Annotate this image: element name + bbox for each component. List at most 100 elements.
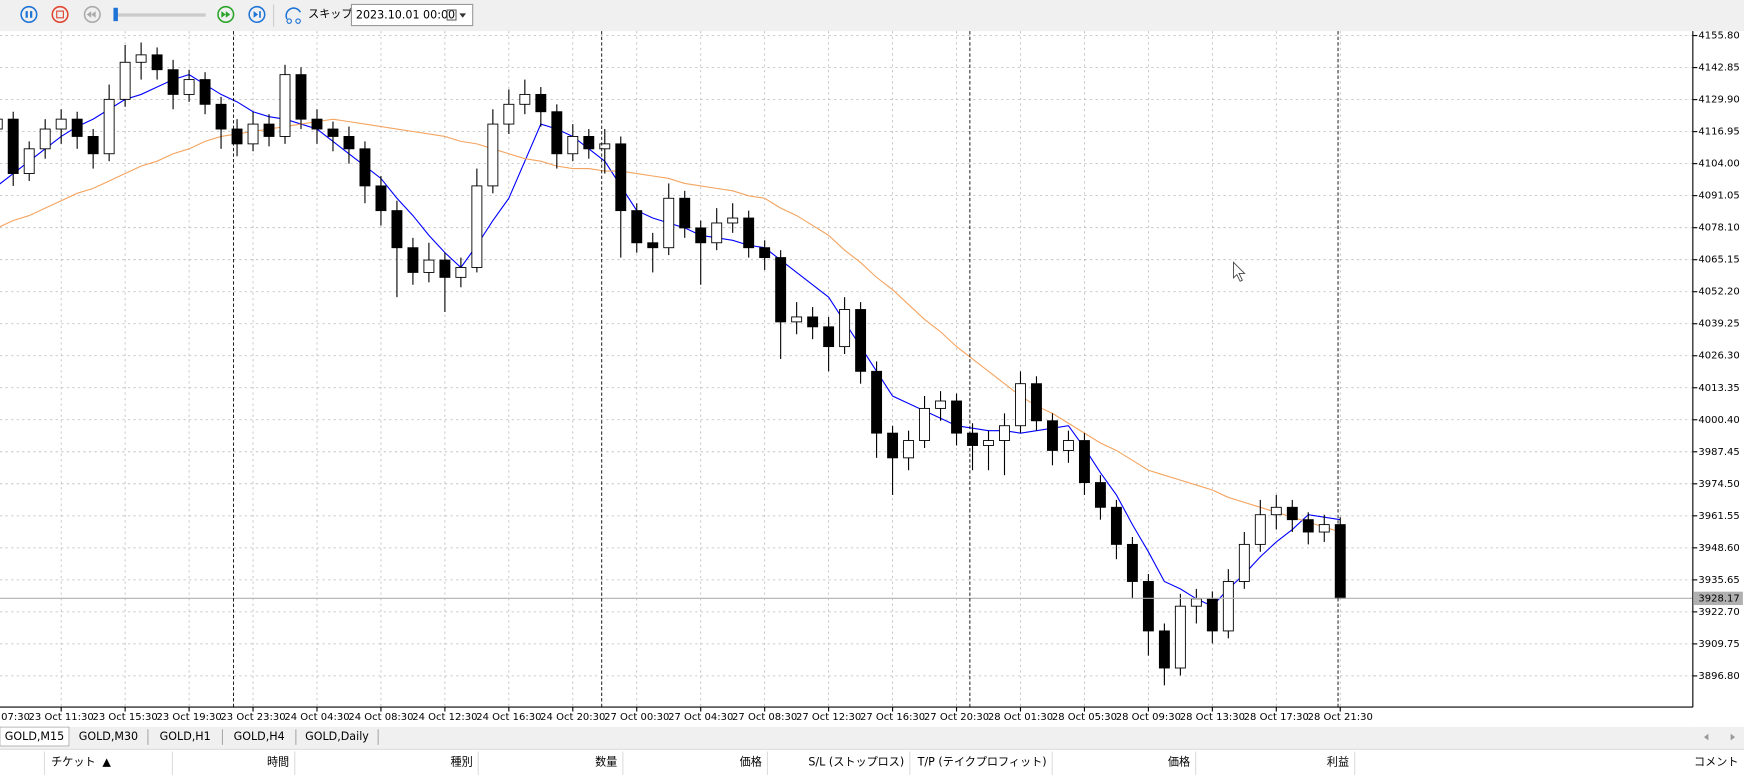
x-tick-label: 28 Oct 21:30 bbox=[1308, 712, 1373, 723]
time-axis-area bbox=[0, 707, 1693, 728]
x-tick-label: 23 Oct 11:30 bbox=[29, 712, 94, 723]
column-header[interactable]: 種別 bbox=[450, 755, 472, 769]
candle-body bbox=[1190, 598, 1202, 607]
price-axis-area bbox=[1692, 31, 1744, 728]
x-tick-label: 28 Oct 13:30 bbox=[1180, 712, 1245, 723]
candle-body bbox=[151, 54, 163, 71]
rewind-button[interactable] bbox=[83, 5, 101, 24]
candle-body bbox=[1318, 524, 1330, 533]
candle-body bbox=[711, 222, 723, 244]
candle-body bbox=[919, 407, 931, 441]
candle-body bbox=[55, 118, 67, 130]
column-header[interactable]: 利益 bbox=[1327, 755, 1349, 769]
candle-body bbox=[823, 326, 835, 348]
plot-area bbox=[0, 31, 1693, 708]
x-tick-label: 27 Oct 00:30 bbox=[604, 712, 669, 723]
candle-body bbox=[807, 316, 819, 328]
y-tick-label: 3961.55 bbox=[1698, 511, 1739, 522]
candle-body bbox=[327, 128, 339, 137]
candle-body bbox=[1254, 514, 1266, 545]
candle-body bbox=[1174, 605, 1186, 669]
candle-body bbox=[551, 111, 563, 155]
candle-body bbox=[135, 54, 147, 63]
last-price-label: 3928.17 bbox=[1698, 593, 1739, 604]
candle-body bbox=[199, 79, 211, 105]
skip-label: スキップ bbox=[308, 7, 352, 20]
x-tick-label: 24 Oct 08:30 bbox=[348, 712, 413, 723]
table-header: チケット 時間 種別 数量 価格 S/L (ストップロス) T/P (テイクプロフィット) 価… bbox=[0, 748, 1744, 776]
column-header[interactable]: S/L (ストップロス) bbox=[808, 756, 904, 769]
candle-body bbox=[631, 210, 643, 244]
candle-body bbox=[1142, 581, 1154, 632]
candle-body bbox=[23, 148, 35, 174]
active-tab-bg bbox=[0, 726, 70, 747]
candle-body bbox=[983, 440, 994, 446]
candle-body bbox=[471, 185, 483, 268]
candle-body bbox=[167, 69, 179, 95]
column-header[interactable]: 価格 bbox=[740, 755, 762, 769]
y-tick-label: 4026.30 bbox=[1698, 351, 1739, 362]
candle-body bbox=[599, 143, 611, 150]
pause-button[interactable] bbox=[20, 5, 38, 24]
speed-slider[interactable] bbox=[113, 7, 206, 22]
candle-body bbox=[279, 74, 291, 137]
candle-body bbox=[567, 136, 579, 155]
candle-body bbox=[1078, 440, 1090, 484]
candle-body bbox=[311, 118, 323, 130]
y-tick-label: 4000.40 bbox=[1698, 415, 1739, 426]
candle-body bbox=[727, 217, 739, 224]
fast-forward-button[interactable] bbox=[217, 5, 235, 24]
candle-body bbox=[263, 123, 275, 137]
candle-body bbox=[1158, 630, 1170, 669]
x-tick-label: 23 Oct 19:30 bbox=[156, 712, 221, 723]
x-tick-label: 23 Oct 23:30 bbox=[220, 712, 285, 723]
skip-button[interactable]: スキップ bbox=[285, 7, 353, 24]
candle-body bbox=[759, 247, 771, 259]
column-header[interactable]: 価格 bbox=[1168, 755, 1190, 769]
candle-body bbox=[375, 185, 387, 212]
x-tick-label: 28 Oct 17:30 bbox=[1244, 712, 1309, 723]
candle-body bbox=[1270, 506, 1282, 516]
candle-body bbox=[359, 148, 371, 187]
tab-label[interactable]: GOLD,H4 bbox=[234, 730, 285, 743]
tab-label[interactable]: GOLD,Daily bbox=[305, 730, 369, 743]
candle-body bbox=[407, 247, 419, 273]
y-tick-label: 4013.35 bbox=[1698, 383, 1739, 394]
stop-button[interactable] bbox=[51, 5, 69, 24]
column-header[interactable]: コメント bbox=[1694, 756, 1738, 769]
candle-body bbox=[1286, 506, 1298, 521]
candle-body bbox=[695, 227, 707, 244]
column-header[interactable]: T/P (テイクプロフィット) bbox=[917, 756, 1047, 769]
y-tick-label: 4155.80 bbox=[1698, 31, 1739, 42]
column-header[interactable]: 数量 bbox=[595, 756, 617, 769]
candle-body bbox=[775, 257, 787, 323]
candle-body bbox=[103, 98, 115, 155]
candle-body bbox=[1206, 598, 1218, 632]
tab-label[interactable]: GOLD,M30 bbox=[79, 730, 138, 743]
candle-body bbox=[487, 123, 499, 187]
candle-body bbox=[1015, 383, 1026, 427]
candle-body bbox=[967, 432, 978, 446]
tab-label[interactable]: GOLD,H1 bbox=[160, 730, 211, 743]
candle-body bbox=[1110, 506, 1122, 545]
step-button[interactable] bbox=[248, 5, 266, 24]
x-tick-label: 27 Oct 12:30 bbox=[796, 712, 861, 723]
date-input[interactable]: 2023.10.01 00:00 bbox=[350, 3, 474, 27]
candle-body bbox=[1031, 383, 1042, 422]
x-tick-label: 27 Oct 20:30 bbox=[924, 712, 989, 723]
y-tick-label: 3896.80 bbox=[1698, 671, 1739, 682]
candle-body bbox=[615, 143, 627, 212]
chart: 4155.80 4142.85 4129.90 4116.95 4104.00 4091.… bbox=[0, 31, 1743, 723]
candle-body bbox=[935, 400, 946, 409]
tab-label[interactable]: GOLD,M15 bbox=[5, 730, 64, 743]
candle-body bbox=[39, 128, 51, 150]
candle-body bbox=[1302, 519, 1314, 533]
candle-body bbox=[903, 440, 915, 459]
x-tick-label: 28 Oct 01:30 bbox=[988, 712, 1053, 723]
candle-body bbox=[583, 136, 595, 150]
column-header[interactable]: チケット bbox=[51, 756, 95, 769]
candle-body bbox=[887, 432, 899, 459]
column-header[interactable]: 時間 bbox=[267, 756, 289, 769]
y-tick-label: 3922.70 bbox=[1698, 607, 1739, 618]
